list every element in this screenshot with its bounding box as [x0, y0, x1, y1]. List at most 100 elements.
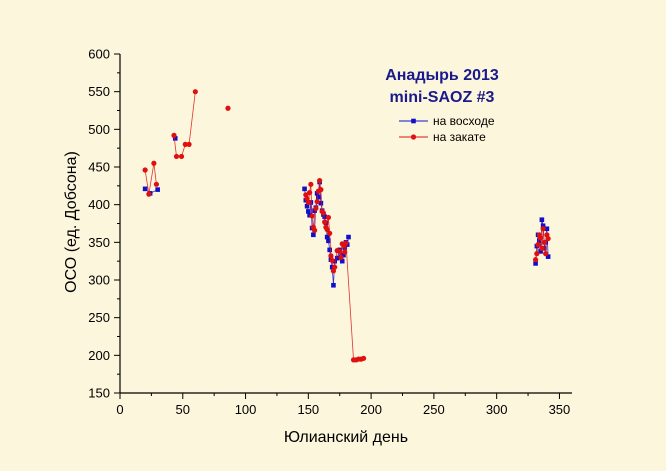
x-tick-label: 0: [116, 402, 123, 417]
series-1: [142, 136, 551, 288]
y-axis-title: ОСО (ед. Добсона): [63, 151, 80, 293]
series-line-segment: [173, 91, 196, 157]
data-point: [305, 199, 311, 206]
y-tick-label: 150: [88, 386, 110, 401]
data-point: [306, 209, 311, 214]
data-point: [539, 245, 545, 251]
data-point: [307, 212, 312, 218]
data-point: [313, 205, 319, 212]
data-point: [338, 254, 344, 260]
data-point: [324, 234, 330, 240]
data-point: [178, 153, 185, 160]
y-tick-label: 350: [88, 235, 110, 250]
x-tick-label: 50: [176, 402, 190, 417]
legend-marker: [410, 134, 417, 140]
x-tick-label: 250: [423, 402, 445, 417]
legend-label: на закате: [433, 130, 486, 144]
data-point: [311, 232, 316, 238]
series-line-segment: [144, 163, 157, 195]
data-point: [302, 186, 307, 192]
data-point: [327, 247, 332, 253]
data-point: [538, 249, 543, 254]
data-point: [544, 226, 550, 232]
data-point: [173, 153, 180, 160]
y-tick-label: 600: [88, 47, 110, 62]
data-point: [314, 199, 320, 205]
data-point: [316, 194, 321, 200]
data-point: [312, 227, 318, 233]
data-point: [182, 141, 188, 147]
data-point: [339, 258, 345, 264]
x-tick-label: 300: [486, 402, 508, 417]
legend-item: на восходе: [399, 114, 495, 128]
data-point: [171, 132, 177, 138]
data-point: [309, 213, 315, 219]
data-point: [317, 177, 323, 184]
legend-item: на закате: [399, 130, 486, 144]
data-point: [172, 136, 178, 141]
legend-label: на восходе: [433, 114, 495, 128]
x-tick-label: 350: [549, 402, 571, 417]
chart-title-line-1: Анадырь 2013: [385, 67, 499, 84]
y-tick-label: 250: [88, 310, 110, 325]
data-point: [342, 249, 348, 255]
data-point: [328, 253, 334, 259]
data-point: [142, 167, 148, 173]
data-point: [225, 105, 231, 111]
data-point: [543, 251, 549, 257]
y-tick-label: 500: [88, 122, 110, 137]
data-point: [534, 251, 540, 257]
data-point: [186, 141, 192, 147]
data-point: [324, 226, 330, 233]
legend-marker: [411, 118, 416, 124]
data-point: [535, 241, 541, 248]
data-point: [332, 264, 338, 270]
data-point: [306, 190, 313, 196]
series-2: [142, 89, 551, 363]
data-point: [146, 191, 152, 197]
data-point: [545, 254, 551, 259]
x-tick-label: 100: [235, 402, 257, 417]
data-point: [545, 235, 551, 242]
data-point: [322, 219, 328, 225]
data-point: [308, 181, 314, 187]
data-point: [155, 187, 160, 192]
y-tick-label: 200: [88, 348, 110, 363]
data-point: [541, 239, 547, 245]
data-point: [142, 186, 148, 192]
data-point: [533, 261, 538, 266]
data-point: [320, 210, 326, 216]
plot-axes: 0 50 100 150 200 250 300 350 150 200 250 300 350 400 4…: [88, 47, 572, 417]
data-point: [538, 235, 544, 241]
x-tick-label: 150: [297, 402, 319, 417]
data-point: [322, 214, 327, 220]
data-point: [151, 160, 157, 166]
data-point: [192, 89, 198, 95]
data-point: [537, 238, 542, 244]
data-point: [304, 203, 310, 209]
data-point: [318, 187, 324, 193]
data-point: [540, 226, 546, 232]
data-point: [153, 181, 160, 187]
data-point: [334, 255, 340, 261]
y-tick-label: 450: [88, 160, 110, 175]
data-point: [331, 282, 336, 288]
data-point: [326, 238, 331, 244]
data-point: [329, 257, 335, 264]
data-point: [318, 200, 324, 206]
y-tick-label: 550: [88, 84, 110, 99]
x-tick-label: 200: [360, 402, 382, 417]
data-point: [539, 217, 545, 223]
x-axis-title: Юлианский день: [284, 429, 408, 446]
y-tick-label: 300: [88, 273, 110, 288]
y-tick-label: 400: [88, 197, 110, 212]
data-point: [540, 223, 546, 229]
data-point: [343, 240, 349, 246]
chart-title-line-2: mini-SAOZ #3: [390, 89, 495, 106]
data-point: [325, 214, 332, 221]
data-point: [360, 355, 367, 361]
data-point: [332, 258, 337, 264]
data-point: [532, 257, 539, 263]
data-point: [341, 252, 346, 258]
